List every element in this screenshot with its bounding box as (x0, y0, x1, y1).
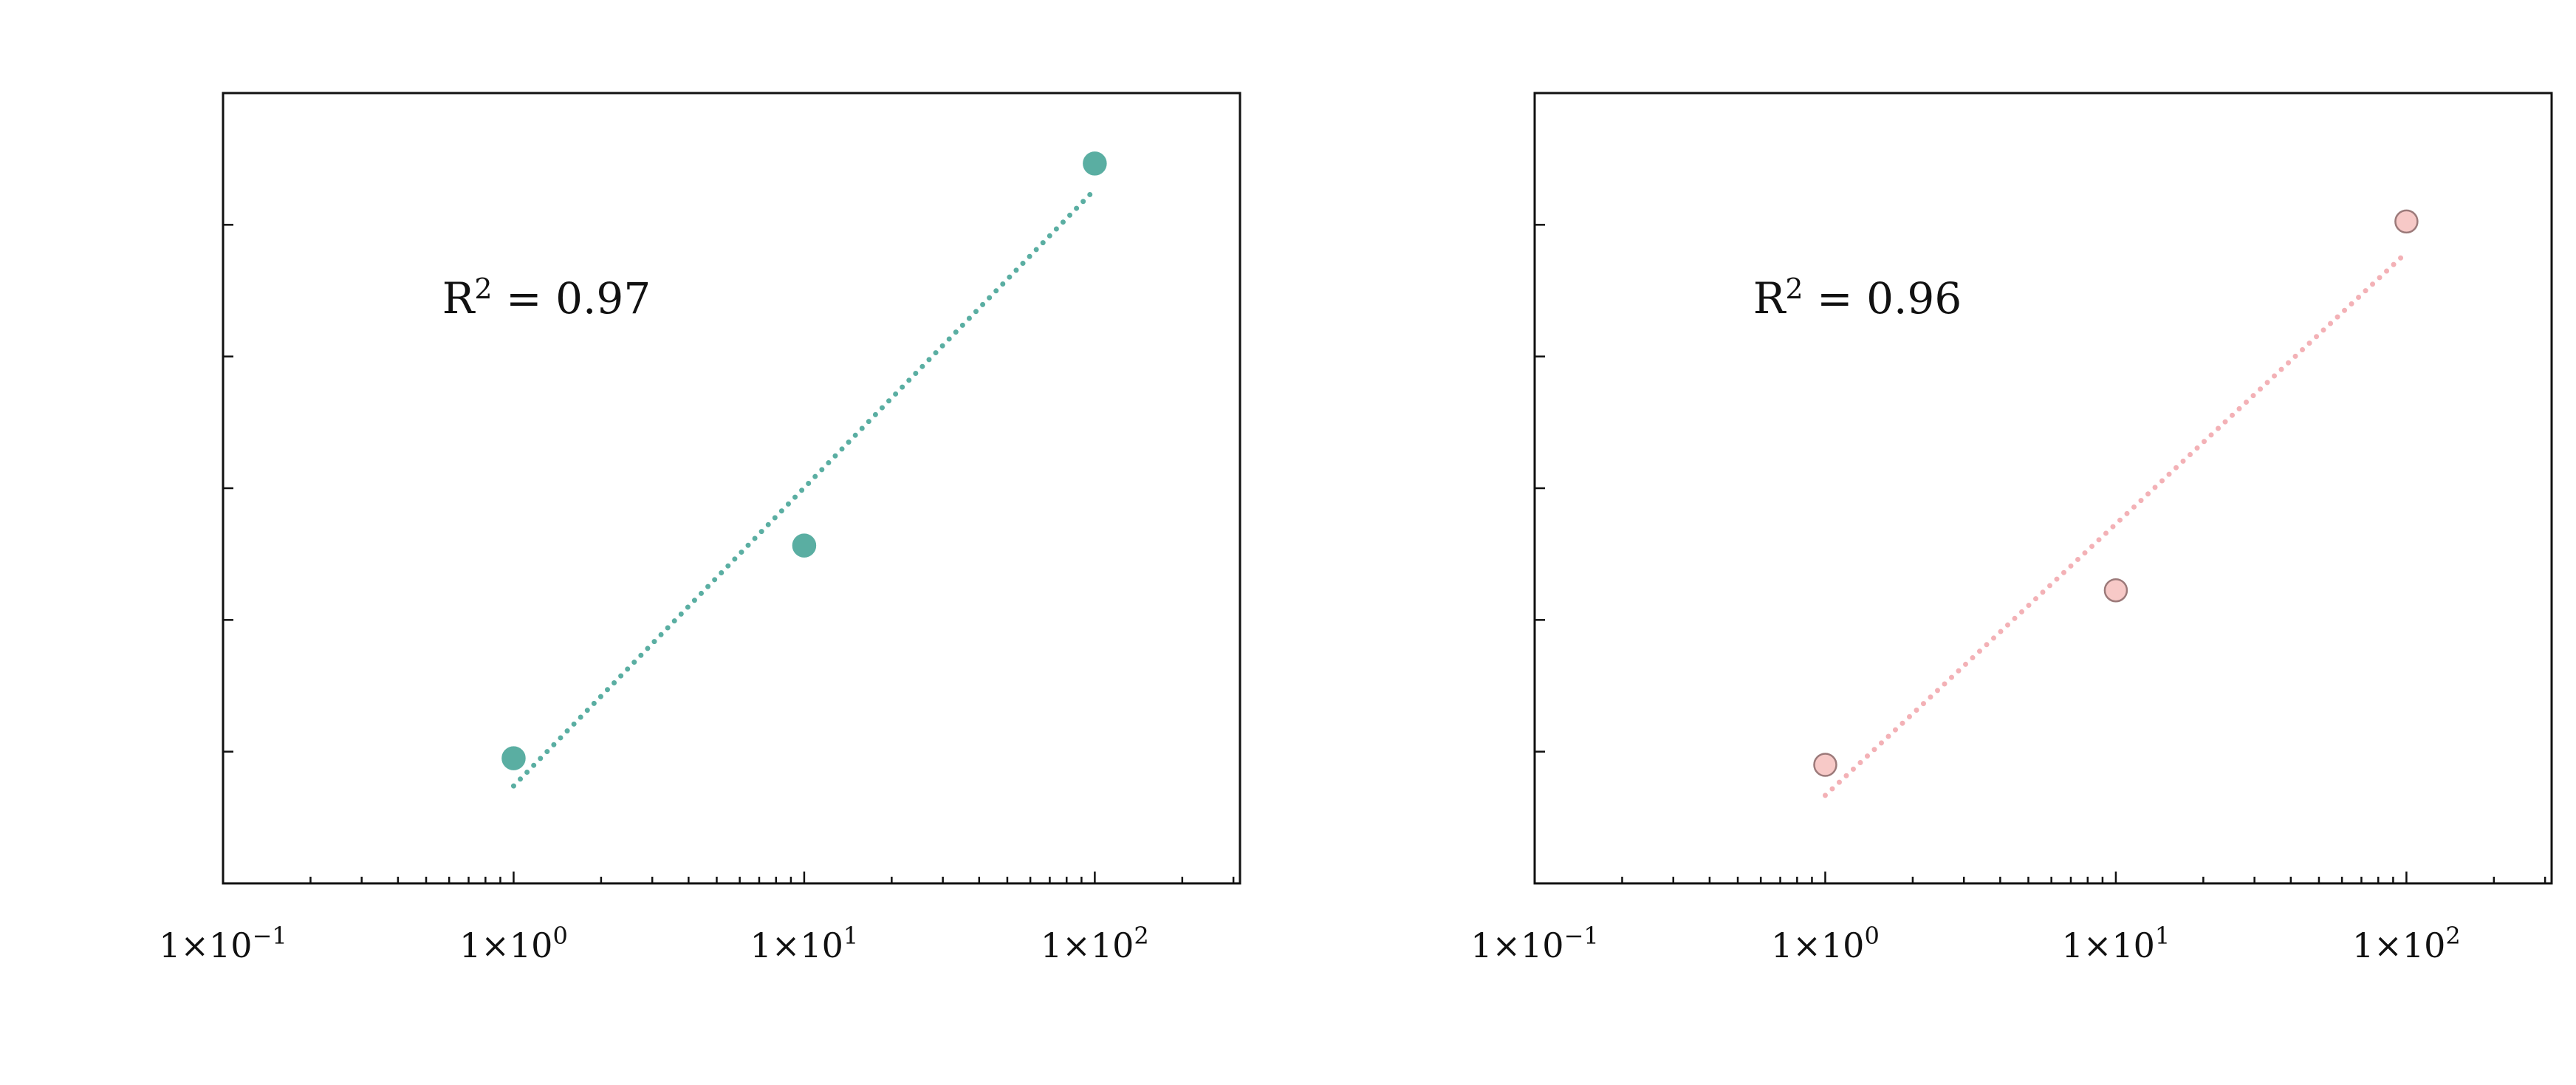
data-point (501, 746, 526, 770)
r-squared-prefix: R (1753, 273, 1787, 324)
plot-frame (1533, 92, 2553, 885)
x-tick-label: 1×100 (1771, 922, 1880, 965)
x-tick-exponent: 1 (843, 922, 858, 950)
x-tick-label: 1×101 (750, 922, 859, 965)
x-tick-exponent: 0 (1864, 922, 1879, 950)
x-tick-exponent: 0 (552, 922, 567, 950)
x-tick-label: 1×10−1 (159, 922, 287, 965)
x-tick-base: 1×10 (1470, 925, 1563, 965)
x-tick-label: 1×101 (2062, 922, 2171, 965)
r-squared-superscript: 2 (474, 273, 492, 305)
x-tick-exponent: −1 (253, 922, 287, 950)
x-tick-exponent: −1 (1564, 922, 1599, 950)
plot-frame (222, 92, 1241, 885)
x-tick-base: 1×10 (159, 925, 252, 965)
x-tick-label: 1×102 (2352, 922, 2461, 965)
x-tick-label: 1×102 (1041, 922, 1149, 965)
x-tick-exponent: 2 (1134, 922, 1148, 950)
r-squared-superscript: 2 (1785, 273, 1803, 305)
trendline (1822, 250, 2409, 798)
x-tick-label: 1×100 (459, 922, 568, 965)
r-squared-label: R2 = 0.97 (442, 273, 651, 324)
x-tick-base: 1×10 (459, 925, 552, 965)
x-tick-base: 1×10 (750, 925, 843, 965)
x-tick-exponent: 2 (2445, 922, 2460, 950)
x-tick-label: 1×10−1 (1470, 922, 1599, 965)
x-tick-base: 1×10 (1041, 925, 1134, 965)
x-tick-base: 1×10 (2062, 925, 2155, 965)
r-squared-label: R2 = 0.96 (1753, 273, 1962, 324)
x-tick-base: 1×10 (1771, 925, 1864, 965)
data-point (2103, 578, 2128, 603)
r-squared-value: = 0.96 (1803, 273, 1962, 324)
data-point (2394, 209, 2419, 234)
x-tick-base: 1×10 (2352, 925, 2445, 965)
x-tick-exponent: 1 (2155, 922, 2170, 950)
data-point (792, 533, 817, 558)
r-squared-prefix: R (442, 273, 476, 324)
data-point (1813, 753, 1837, 777)
r-squared-value: = 0.97 (493, 273, 651, 324)
data-point (1083, 151, 1107, 176)
